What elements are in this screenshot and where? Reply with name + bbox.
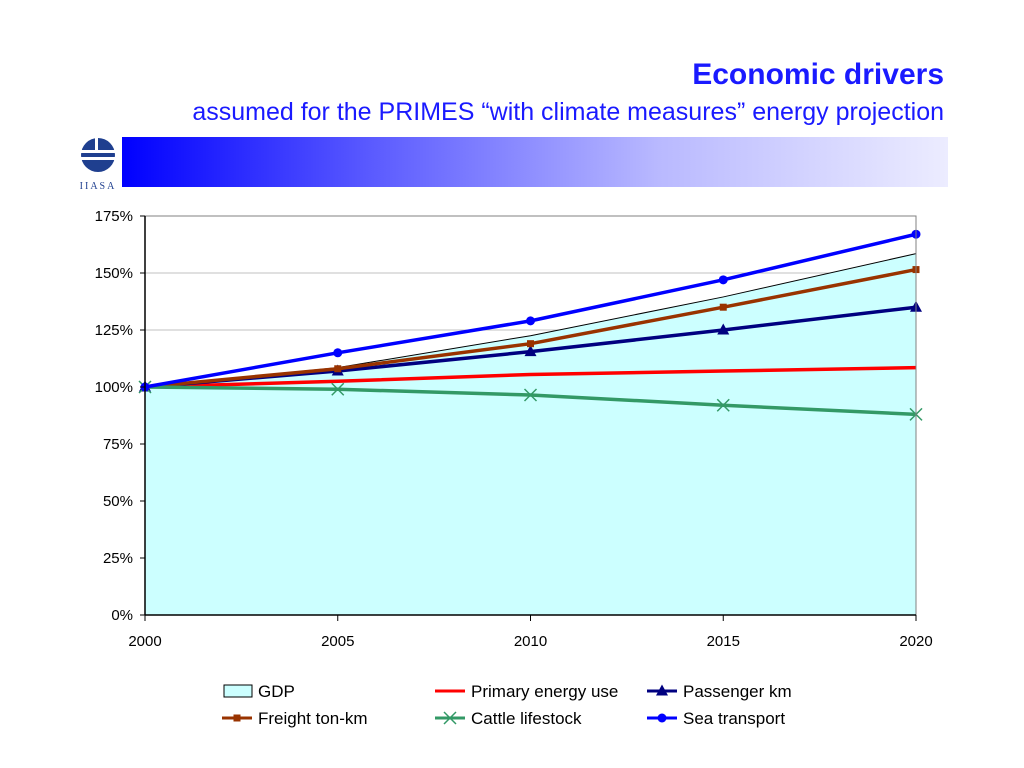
svg-text:IIASA: IIASA: [80, 181, 117, 191]
x-marker: [443, 711, 457, 725]
circle-marker: [333, 348, 343, 358]
circle-marker: [657, 713, 667, 723]
y-tick-label: 150%: [95, 265, 133, 282]
y-tick-label: 100%: [95, 379, 133, 396]
legend-item: Freight ton-km: [222, 709, 368, 728]
legend-label: GDP: [258, 682, 295, 701]
circle-marker: [718, 275, 728, 285]
x-tick-label: 2010: [514, 633, 547, 650]
gdp-area: [145, 253, 916, 615]
legend-label: Sea transport: [683, 709, 785, 728]
circle-marker: [526, 316, 535, 326]
triangle-marker: [656, 684, 668, 696]
square-marker: [334, 365, 342, 373]
triangle-marker: [524, 345, 537, 357]
legend-label: Freight ton-km: [258, 709, 368, 728]
x-tick-label: 2005: [321, 633, 354, 650]
page-subtitle: assumed for the PRIMES “with climate mea…: [192, 98, 944, 126]
y-tick-label: 0%: [111, 607, 133, 624]
y-tick-label: 75%: [103, 436, 133, 453]
y-tick-label: 25%: [103, 550, 133, 567]
x-marker: [523, 388, 538, 402]
legend-swatch: [223, 684, 253, 698]
triangle-marker: [717, 323, 730, 335]
x-tick-label: 2015: [707, 633, 740, 650]
series-line: [144, 365, 917, 389]
x-marker: [716, 398, 730, 412]
y-tick-label: 175%: [95, 208, 133, 225]
x-marker: [331, 382, 345, 396]
square-marker: [233, 714, 241, 722]
header-banner: [122, 137, 948, 187]
legend-item: Cattle lifestock: [435, 709, 582, 728]
legend-item: Primary energy use: [435, 682, 618, 701]
x-tick-label: 2020: [899, 633, 932, 650]
legend-label: Primary energy use: [471, 682, 618, 701]
series-layer: [138, 229, 923, 615]
square-marker: [719, 303, 727, 311]
series-gdp: [144, 253, 917, 615]
legend-item: Sea transport: [647, 709, 785, 728]
legend: GDP Primary energy use Passenger km Freight…: [222, 682, 792, 728]
y-tick-label: 50%: [103, 493, 133, 510]
series-primary-energy-use: [144, 365, 917, 389]
y-tick-label: 125%: [95, 322, 133, 339]
legend-label: Cattle lifestock: [471, 709, 582, 728]
legend-item: Passenger km: [647, 682, 792, 701]
legend-item: GDP: [223, 682, 295, 701]
iiasa-logo: IIASA: [76, 135, 120, 191]
square-marker: [527, 340, 534, 348]
series-cattle-lifestock: [138, 380, 923, 421]
page-title: Economic drivers: [692, 58, 944, 91]
axes: 0% 25% 50% 75% 100% 125% 150% 175% 2000 2005 2010 2…: [95, 208, 933, 650]
x-tick-label: 2000: [128, 633, 161, 650]
legend-label: Passenger km: [683, 682, 792, 701]
